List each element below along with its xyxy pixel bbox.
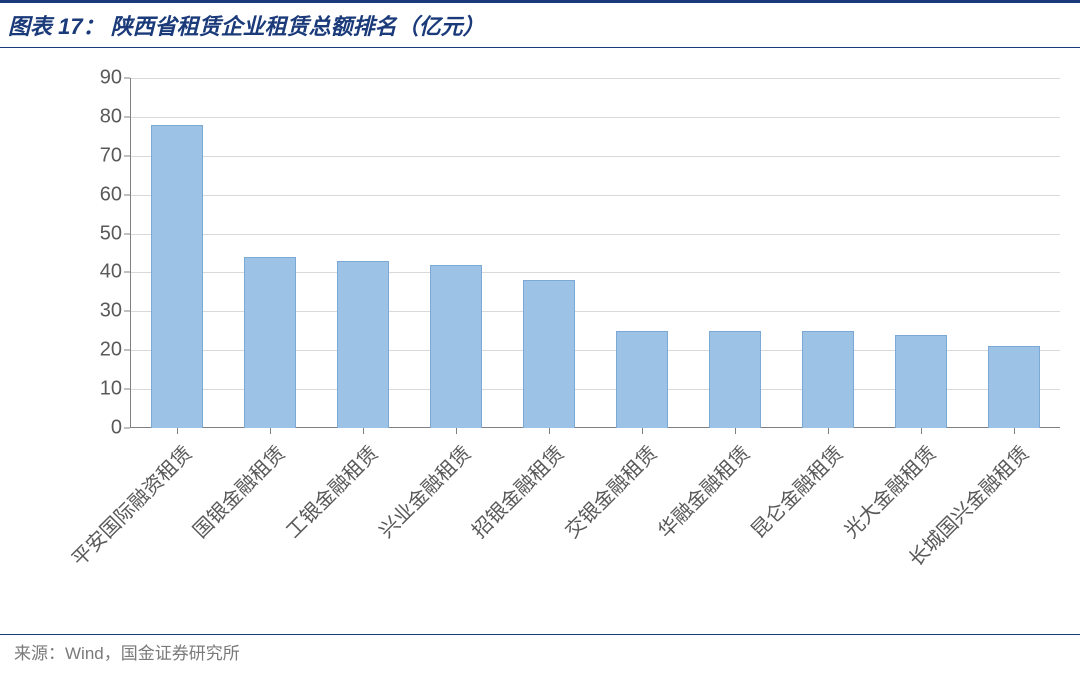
bar bbox=[337, 261, 389, 428]
bar-slot bbox=[316, 78, 409, 428]
bar-slot bbox=[688, 78, 781, 428]
x-label-slot: 长城国兴金融租赁 bbox=[967, 428, 1060, 598]
x-axis-labels: 平安国际融资租赁国银金融租赁工银金融租赁兴业金融租赁招银金融租赁交银金融租赁华融… bbox=[130, 428, 1060, 598]
x-tick-mark bbox=[1014, 428, 1015, 434]
x-tick-mark bbox=[270, 428, 271, 434]
figure-number: 图表 17： bbox=[8, 9, 105, 41]
bar bbox=[430, 265, 482, 428]
bar-slot bbox=[223, 78, 316, 428]
bar-slot bbox=[130, 78, 223, 428]
bar bbox=[988, 346, 1040, 428]
bar-slot bbox=[502, 78, 595, 428]
y-tick-label: 0 bbox=[111, 417, 122, 440]
bar bbox=[244, 257, 296, 428]
y-tick-label: 50 bbox=[100, 222, 122, 245]
figure-title: 陕西省租赁企业租赁总额排名（亿元） bbox=[111, 9, 485, 41]
x-tick-mark bbox=[735, 428, 736, 434]
x-tick-mark bbox=[828, 428, 829, 434]
bar-slot bbox=[781, 78, 874, 428]
bar bbox=[802, 331, 854, 428]
y-tick-label: 90 bbox=[100, 67, 122, 90]
y-tick-label: 30 bbox=[100, 300, 122, 323]
bar bbox=[895, 335, 947, 428]
x-tick-label: 平安国际融资租赁 bbox=[63, 438, 197, 572]
source-bar: 来源：Wind，国金证券研究所 bbox=[0, 634, 1080, 664]
bar bbox=[616, 331, 668, 428]
y-tick-label: 40 bbox=[100, 261, 122, 284]
bar-slot bbox=[967, 78, 1060, 428]
y-tick-label: 80 bbox=[100, 105, 122, 128]
source-text: 来源：Wind，国金证券研究所 bbox=[14, 644, 240, 663]
x-tick-mark bbox=[549, 428, 550, 434]
figure-container: 图表 17： 陕西省租赁企业租赁总额排名（亿元） 0 10 20 30 40 50 60 70… bbox=[0, 0, 1080, 678]
bar bbox=[523, 280, 575, 428]
figure-title-bar: 图表 17： 陕西省租赁企业租赁总额排名（亿元） bbox=[0, 0, 1080, 48]
bar-slot bbox=[595, 78, 688, 428]
y-axis: 0102030405060708090 bbox=[90, 78, 130, 428]
bars-group bbox=[130, 78, 1060, 428]
bar-chart: 0102030405060708090 平安国际融资租赁国银金融租赁工银金融租赁… bbox=[100, 78, 1060, 428]
x-tick-mark bbox=[456, 428, 457, 434]
bar bbox=[709, 331, 761, 428]
x-tick-mark bbox=[642, 428, 643, 434]
y-tick-label: 60 bbox=[100, 183, 122, 206]
x-tick-mark bbox=[363, 428, 364, 434]
chart-area: 0 10 20 30 40 50 60 70 80 90 平安国际融资租赁国银金融租赁工银金融租赁… bbox=[0, 48, 1080, 608]
bar-slot bbox=[409, 78, 502, 428]
x-tick-mark bbox=[177, 428, 178, 434]
bar bbox=[151, 125, 203, 428]
y-tick-label: 10 bbox=[100, 378, 122, 401]
y-tick-label: 70 bbox=[100, 144, 122, 167]
bar-slot bbox=[874, 78, 967, 428]
x-tick-mark bbox=[921, 428, 922, 434]
y-tick-label: 20 bbox=[100, 339, 122, 362]
